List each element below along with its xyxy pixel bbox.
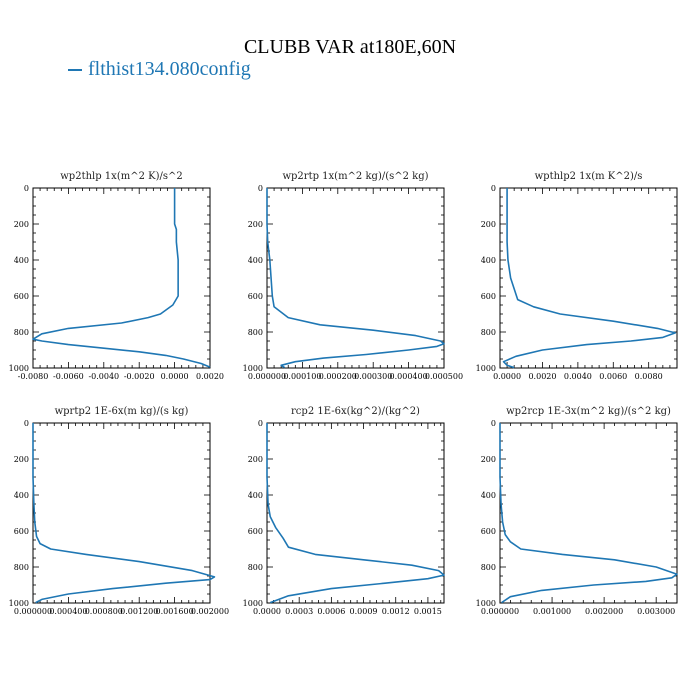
panel-1: wp2thlp 1x(m^2 K)/s^202004006008001000-0…	[9, 171, 224, 381]
x-tick-label: 0.000200	[319, 372, 357, 381]
y-tick-label: 200	[481, 455, 496, 464]
y-tick-label: 400	[248, 491, 263, 500]
panel-title: wp2rcp 1E-3x(m^2 kg)/(s^2 kg)	[506, 406, 671, 417]
x-tick-label: 0.000000	[481, 607, 519, 616]
panel-title: wp2rtp 1x(m^2 kg)/(s^2 kg)	[282, 171, 428, 182]
y-tick-label: 800	[481, 328, 496, 337]
y-tick-label: 1000	[243, 599, 263, 608]
panel-6: wp2rcp 1E-3x(m^2 kg)/(s^2 kg) 0 200 400 600 8…	[476, 406, 678, 616]
panel-4: wprtp2 1E-6x(m kg)/(s kg) 0 200 400 600 800 10…	[9, 406, 229, 616]
figure-title: CLUBB VAR at180E,60N	[243, 36, 457, 58]
panel-5: rcp2 1E-6x(kg^2)/(kg^2) 0 200 400 600 800 1000…	[243, 406, 445, 616]
y-tick-label: 0	[258, 184, 263, 193]
y-tick-label: 1000	[476, 364, 496, 373]
x-tick-label: 0.0003	[285, 607, 313, 616]
y-tick-label: 800	[481, 563, 496, 572]
x-tick-label: 0.0060	[599, 372, 627, 381]
y-tick-label: 600	[248, 292, 263, 301]
y-tick-label: 1000	[9, 364, 29, 373]
y-tick-label: 400	[481, 491, 496, 500]
plot-frame	[32, 187, 211, 369]
panel-title: wprtp2 1E-6x(m kg)/(s kg)	[55, 406, 189, 417]
x-tick-label: 0.0080	[635, 372, 663, 381]
x-tick-label: 0.001200	[120, 607, 158, 616]
y-tick-label: 0	[24, 184, 29, 193]
x-tick-label: 0.000000	[14, 607, 52, 616]
x-tick-label: -0.0040	[88, 372, 119, 381]
x-tick-label: 0.000400	[390, 372, 428, 381]
y-tick-label: 0	[491, 419, 496, 428]
y-tick-label: 1000	[9, 599, 29, 608]
y-tick-label: 0	[491, 184, 496, 193]
plot-frame	[266, 187, 445, 369]
x-tick-label: 0.0015	[414, 607, 442, 616]
x-tick-label: 0.002000	[585, 607, 623, 616]
x-tick-label: 0.002000	[191, 607, 229, 616]
x-tick-label: 0.000100	[283, 372, 321, 381]
x-tick-label: 0.001000	[533, 607, 571, 616]
plot-frame	[499, 422, 678, 604]
x-tick-label: 0.000500	[425, 372, 463, 381]
x-tick-label: 0.0020	[196, 372, 224, 381]
panel-title: rcp2 1E-6x(kg^2)/(kg^2)	[291, 406, 420, 417]
x-tick-label: 0.000400	[49, 607, 87, 616]
x-tick-label: 0.0020	[528, 372, 556, 381]
panel-3: wpthlp2 1x(m K^2)/s020040060080010000.00…	[476, 171, 678, 381]
legend-line-swatch	[68, 69, 82, 72]
y-tick-label: 200	[14, 455, 29, 464]
x-tick-label: 0.0012	[382, 607, 410, 616]
y-tick-label: 800	[248, 563, 263, 572]
x-tick-label: 0.000000	[248, 372, 286, 381]
x-tick-label: 0.001600	[156, 607, 194, 616]
y-tick-label: 200	[248, 220, 263, 229]
y-tick-label: 200	[248, 455, 263, 464]
y-tick-label: 600	[14, 527, 29, 536]
panel-title: wp2thlp 1x(m^2 K)/s^2	[60, 171, 182, 182]
plot-frame	[499, 187, 678, 369]
x-tick-label: -0.0020	[124, 372, 155, 381]
plot-frame	[32, 422, 211, 604]
series-line-1	[266, 188, 445, 369]
y-tick-label: 800	[14, 563, 29, 572]
y-tick-label: 600	[481, 292, 496, 301]
x-tick-label: 0.0009	[350, 607, 378, 616]
series-line-1	[32, 188, 211, 368]
panel-title: wpthlp2 1x(m K^2)/s	[535, 171, 643, 182]
y-tick-label: 400	[481, 256, 496, 265]
legend-label: flthist134.080config	[88, 58, 251, 80]
legend: flthist134.080config	[68, 58, 251, 81]
y-tick-label: 0	[24, 419, 29, 428]
y-tick-label: 200	[481, 220, 496, 229]
x-tick-label: 0.003000	[637, 607, 675, 616]
y-tick-label: 1000	[243, 364, 263, 373]
y-tick-label: 800	[248, 328, 263, 337]
y-tick-label: 1000	[476, 599, 496, 608]
y-tick-label: 200	[14, 220, 29, 229]
y-tick-label: 600	[14, 292, 29, 301]
y-tick-label: 400	[14, 491, 29, 500]
panel-2: wp2rtp 1x(m^2 kg)/(s^2 kg) 0 200 400 600 800 1…	[243, 171, 463, 381]
x-tick-label: 0.0040	[564, 372, 592, 381]
x-tick-label: -0.0080	[18, 372, 49, 381]
series-line-1	[502, 188, 677, 369]
series-line-1	[499, 423, 678, 604]
y-tick-label: 400	[248, 256, 263, 265]
y-tick-label: 600	[481, 527, 496, 536]
y-tick-label: 600	[248, 527, 263, 536]
x-tick-label: 0.0006	[317, 607, 345, 616]
x-tick-label: 0.0000	[161, 372, 189, 381]
plot-frame	[266, 422, 445, 604]
series-line-1	[266, 423, 445, 604]
x-tick-label: -0.0060	[53, 372, 84, 381]
x-tick-label: 0.0000	[493, 372, 521, 381]
x-tick-label: 0.0000	[253, 607, 281, 616]
y-tick-label: 800	[14, 328, 29, 337]
series-line-1	[32, 423, 216, 604]
y-tick-label: 400	[14, 256, 29, 265]
x-tick-label: 0.000800	[85, 607, 123, 616]
x-tick-label: 0.000300	[354, 372, 392, 381]
y-tick-label: 0	[258, 419, 263, 428]
